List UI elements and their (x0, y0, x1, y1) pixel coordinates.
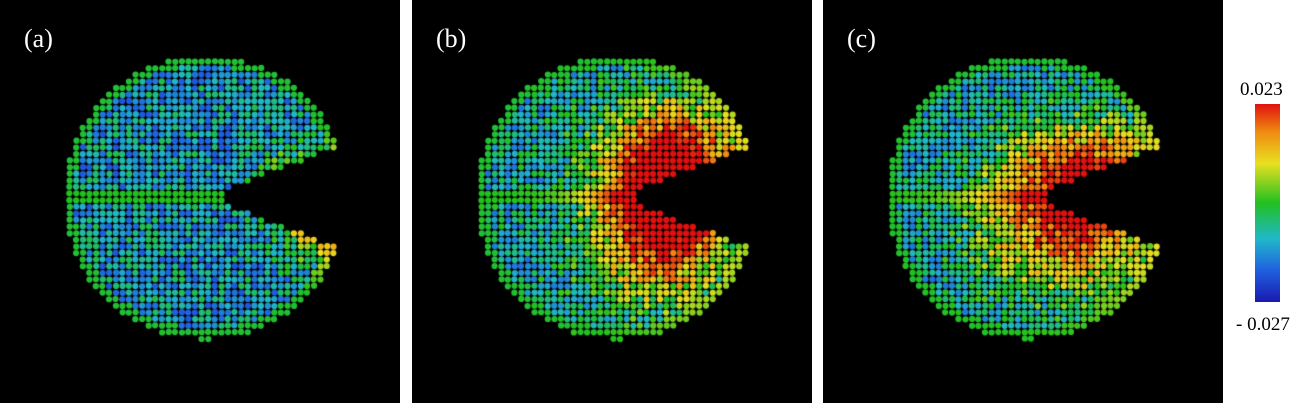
colorbar-max-label: 0.023 (1240, 79, 1283, 100)
panel-b: (b) (412, 0, 812, 403)
panel-a: (a) (0, 0, 400, 403)
particle-disc-image-a (0, 0, 400, 403)
panel-c: (c) (823, 0, 1223, 403)
colorbar: 0.023 - 0.027 (1230, 0, 1299, 403)
panel-label-b: (b) (436, 24, 467, 53)
particle-disc-image-c (823, 0, 1223, 403)
panel-label-c: (c) (847, 24, 876, 53)
colorbar-gradient (1255, 104, 1280, 302)
colorbar-min-label: - 0.027 (1236, 314, 1290, 335)
panel-label-a: (a) (24, 24, 53, 53)
particle-disc-image-b (412, 0, 812, 403)
